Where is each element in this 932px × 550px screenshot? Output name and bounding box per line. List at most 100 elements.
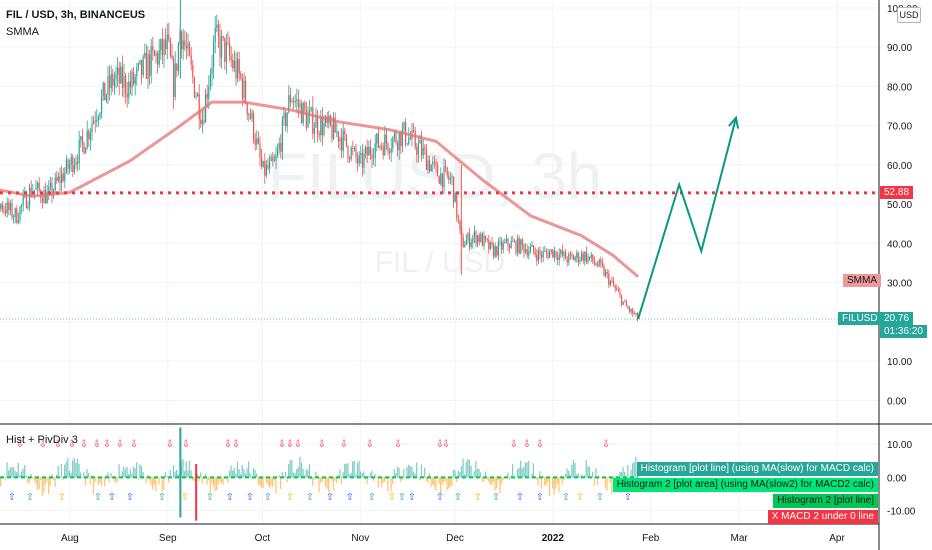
- candle-body: [627, 306, 629, 309]
- candle-body: [584, 251, 586, 261]
- candle-body: [387, 143, 389, 151]
- osc-bar: [235, 473, 237, 478]
- signal-up-arrow: ⇧: [368, 492, 376, 503]
- osc-bar: [148, 477, 151, 481]
- osc-bar: [334, 477, 336, 481]
- osc-bar: [62, 477, 64, 480]
- osc-bar: [406, 466, 408, 478]
- candle-body: [622, 301, 624, 305]
- candle-body: [70, 156, 72, 165]
- currency-badge[interactable]: USD: [897, 7, 921, 23]
- candle-body: [473, 231, 475, 238]
- candle-body: [310, 107, 312, 111]
- osc-bar: [320, 477, 322, 484]
- osc-bar: [566, 468, 568, 478]
- osc-bar: [448, 477, 450, 489]
- lower-indicator-label[interactable]: Hist + PivDiv 3: [6, 434, 78, 446]
- candle-body: [429, 160, 431, 172]
- osc-bar: [604, 477, 607, 488]
- osc-bar: [300, 462, 303, 478]
- candle-body: [189, 43, 191, 56]
- osc-bar: [72, 460, 74, 478]
- signal-down-arrow: ⇩: [232, 439, 240, 450]
- candle-body: [333, 117, 335, 139]
- signal-up-arrow: ⇧: [454, 492, 462, 503]
- candle-body: [419, 140, 421, 144]
- candle-body: [373, 157, 375, 159]
- candle-body: [566, 258, 568, 263]
- osc-bar: [155, 477, 157, 492]
- osc-legend-hist2-area: Histogram 2 [plot area] (using MA(slow2)…: [612, 478, 878, 492]
- osc-bar: [80, 472, 82, 478]
- candle-body: [171, 56, 173, 59]
- candle-body: [201, 120, 203, 125]
- osc-bar: [356, 462, 359, 478]
- candle-body: [213, 42, 215, 67]
- candle-body: [104, 82, 106, 101]
- candle-body: [214, 27, 216, 43]
- osc-bar: [124, 469, 127, 478]
- signal-up-arrow: ⇧: [408, 492, 416, 503]
- candle-body: [515, 241, 517, 253]
- osc-bar: [236, 461, 239, 478]
- candle-body: [152, 46, 154, 51]
- osc-bar: [411, 466, 413, 478]
- osc-bar: [382, 477, 384, 484]
- osc-bar: [369, 472, 371, 478]
- candle-body: [224, 37, 226, 62]
- candle-body: [592, 254, 594, 262]
- candle-body: [254, 139, 256, 145]
- osc-bar: [180, 460, 183, 478]
- osc-bar: [152, 477, 154, 490]
- candle-body: [291, 101, 293, 103]
- overlay-indicator-label[interactable]: SMMA: [6, 26, 39, 38]
- candle-body: [237, 59, 239, 79]
- candle-body: [184, 40, 186, 46]
- candle-body: [221, 36, 223, 58]
- candle-body: [161, 39, 163, 56]
- candle-body: [165, 39, 167, 49]
- candle-body: [416, 147, 418, 155]
- osc-bar: [579, 476, 581, 478]
- candle-body: [489, 241, 491, 250]
- signal-up-arrow: ⇧: [206, 492, 214, 503]
- osc-bar: [587, 466, 589, 478]
- candle-body: [480, 233, 482, 242]
- osc-bar: [408, 464, 410, 478]
- candle-body: [181, 31, 183, 50]
- candle-body: [182, 40, 184, 50]
- candle-body: [261, 157, 263, 167]
- candle-body: [0, 204, 2, 209]
- osc-bar: [526, 462, 528, 478]
- candle-body: [440, 173, 442, 184]
- candle-body: [406, 143, 408, 145]
- osc-bar: [324, 477, 327, 487]
- osc-bar: [371, 470, 373, 478]
- candle-body: [377, 133, 379, 148]
- candle-body: [105, 94, 107, 101]
- price-tick-label: 90.00: [887, 43, 912, 54]
- signal-down-arrow: ⇩: [130, 439, 138, 450]
- candle-body: [629, 308, 631, 312]
- candle-body: [608, 273, 610, 285]
- candle-body: [432, 161, 434, 165]
- symbol-title[interactable]: FIL / USD, 3h, BINANCEUS: [6, 9, 146, 21]
- candle-body: [454, 193, 456, 203]
- signal-up-arrow: ⇧: [492, 492, 500, 503]
- osc-bar: [480, 472, 482, 478]
- time-tick-label: 2022: [542, 533, 565, 544]
- osc-bar: [56, 474, 58, 478]
- candle-body: [496, 246, 498, 256]
- osc-bar: [249, 473, 251, 478]
- osc-bar: [532, 463, 535, 478]
- candle-body: [118, 67, 120, 84]
- candle-body: [109, 75, 111, 89]
- candle-body: [245, 80, 247, 103]
- candle-body: [400, 132, 402, 147]
- osc-bar: [92, 477, 95, 495]
- candle-body: [430, 164, 432, 172]
- osc-bar: [302, 468, 304, 478]
- osc-tick-label: 0.00: [887, 473, 907, 484]
- candle-body: [86, 130, 88, 148]
